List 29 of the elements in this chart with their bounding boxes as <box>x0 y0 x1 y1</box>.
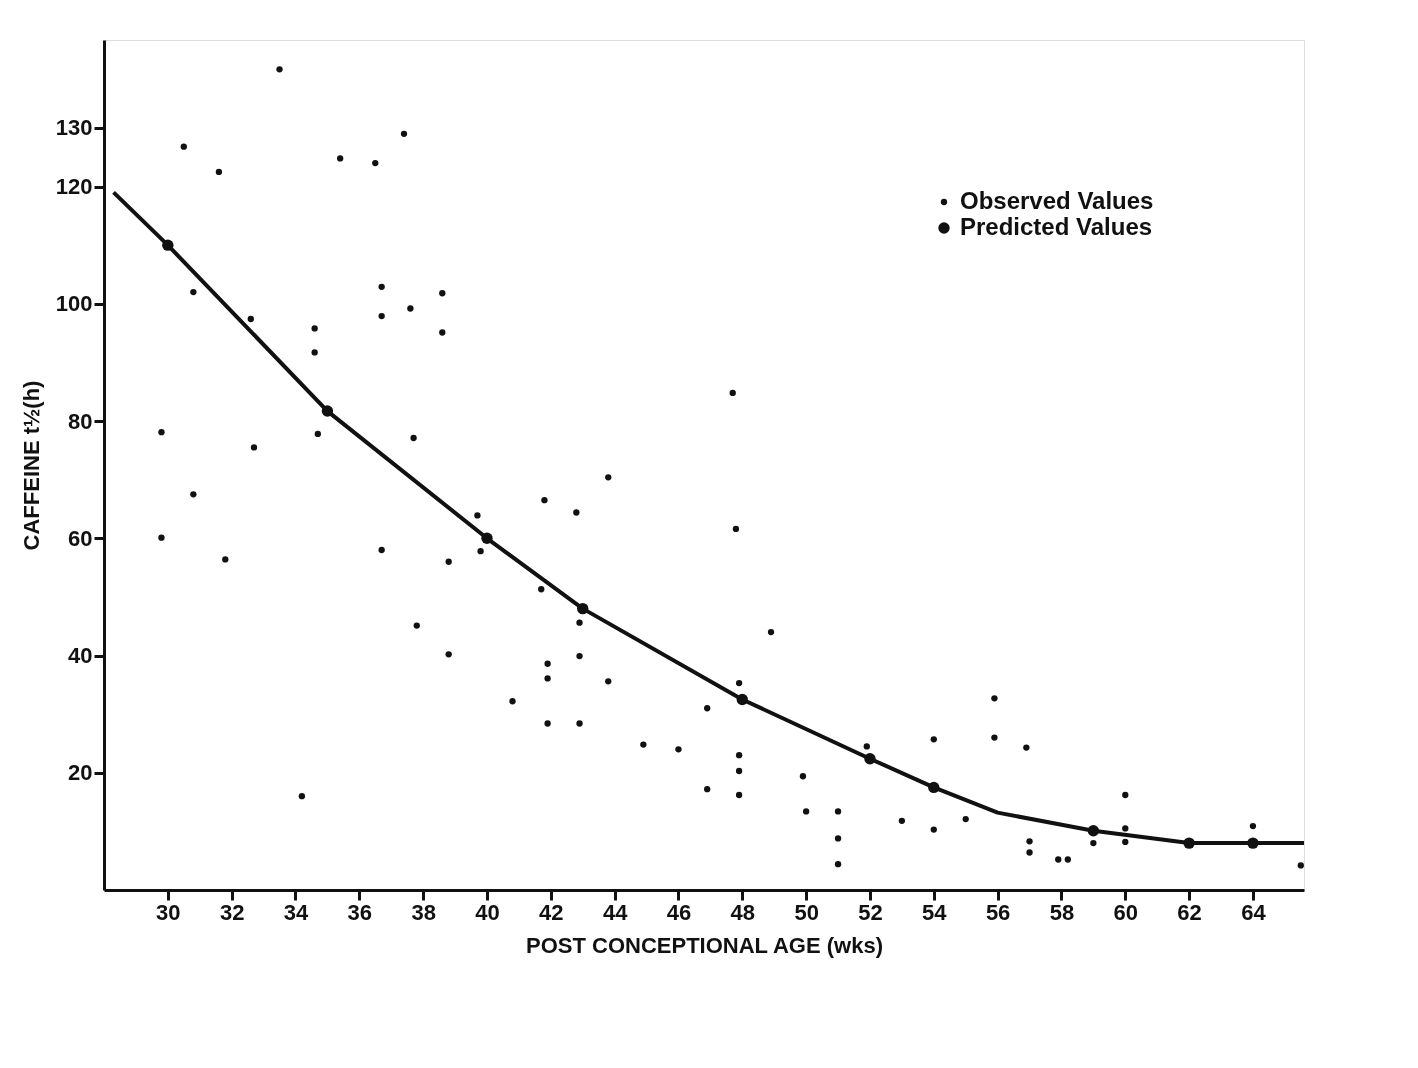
x-tick-label: 52 <box>858 899 883 925</box>
x-tick-label: 62 <box>1177 899 1202 925</box>
y-tick-label: 60 <box>68 525 93 551</box>
legend-label: Observed Values <box>960 187 1154 214</box>
x-tick-label: 50 <box>794 899 819 925</box>
x-axis-title: POST CONCEPTIONAL AGE (wks) <box>526 932 883 958</box>
x-tick-label: 38 <box>411 899 436 925</box>
y-tick-label: 120 <box>55 174 93 200</box>
x-tick-label: 64 <box>1241 899 1267 925</box>
x-tick-label: 32 <box>219 899 245 925</box>
y-tick-label: 80 <box>68 408 93 434</box>
y-tick-label: 130 <box>55 115 93 141</box>
x-tick-label: 58 <box>1049 899 1075 925</box>
y-tick-label: 40 <box>68 643 93 669</box>
x-tick-label: 40 <box>475 899 500 925</box>
x-tick-label: 36 <box>347 899 373 925</box>
y-tick-label: 100 <box>55 291 93 317</box>
legend-label: Predicted Values <box>960 213 1153 240</box>
x-tick-label: 54 <box>922 899 948 925</box>
x-tick-label: 48 <box>730 899 756 925</box>
x-tick-label: 46 <box>666 899 692 925</box>
x-tick-label: 44 <box>602 899 629 925</box>
y-tick-label: 20 <box>68 760 93 786</box>
x-tick-label: 30 <box>156 899 181 925</box>
x-tick-label: 34 <box>283 899 309 925</box>
x-tick-label: 60 <box>1113 899 1139 925</box>
y-axis-title: CAFFEINE t½(h) <box>18 380 44 551</box>
x-tick-label: 42 <box>539 899 564 925</box>
x-tick-label: 56 <box>985 899 1011 925</box>
